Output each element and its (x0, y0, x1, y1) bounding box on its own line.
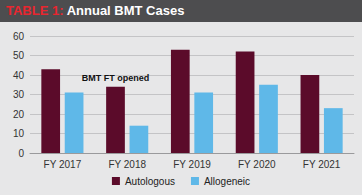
svg-text:30: 30 (13, 89, 25, 100)
svg-text:40: 40 (13, 70, 25, 81)
html-text:TABLE 1: Annual BMT Cases: TABLE 1: Annual BMT Cases (6, 3, 185, 18)
svg-text:10: 10 (13, 128, 25, 139)
svg-text:20: 20 (13, 109, 25, 120)
svg-text:BMT FT opened: BMT FT opened (82, 73, 150, 83)
svg-text:FY 2020: FY 2020 (238, 159, 276, 170)
svg-text:FY 2019: FY 2019 (173, 159, 211, 170)
svg-text:FY 2018: FY 2018 (108, 159, 146, 170)
svg-text:Allogeneic: Allogeneic (204, 176, 250, 187)
svg-text:50: 50 (13, 50, 25, 61)
svg-text:0: 0 (18, 148, 24, 159)
svg-text:FY 2021: FY 2021 (303, 159, 341, 170)
svg-text:Autologous: Autologous (125, 176, 175, 187)
svg-text:60: 60 (13, 31, 25, 42)
svg-text:FY 2017: FY 2017 (44, 159, 82, 170)
